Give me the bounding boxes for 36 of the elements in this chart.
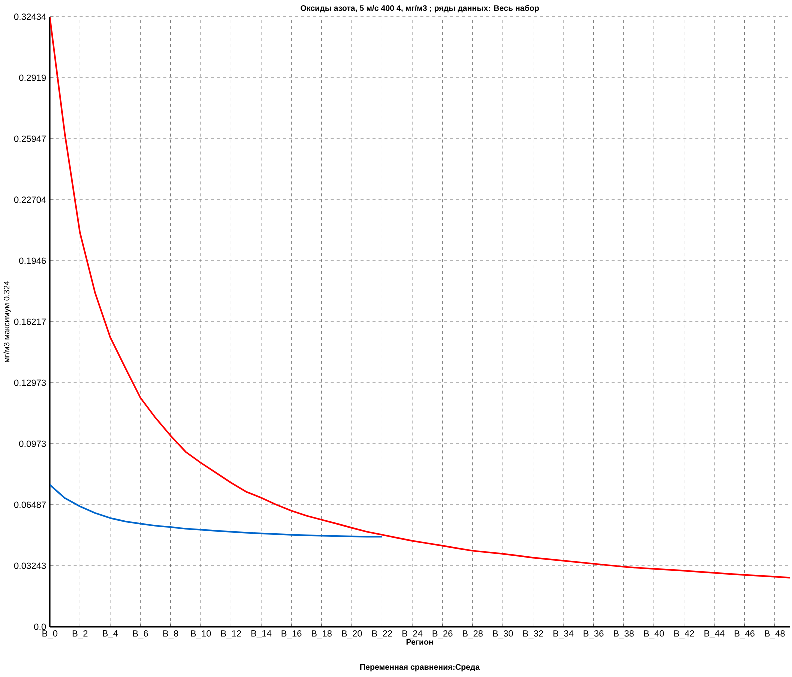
x-tick-label: B_28	[463, 630, 483, 639]
x-tick-label: B_26	[432, 630, 453, 639]
y-tick-label: 0.16217	[14, 318, 46, 326]
x-tick-label: B_14	[252, 630, 272, 638]
y-tick-label: 0.06487	[14, 502, 46, 508]
y-tick-label: 0.12973	[14, 380, 46, 386]
x-tick-label: B_36	[584, 630, 604, 639]
x-tick-label: B_32	[524, 630, 544, 639]
y-tick-label: 0.2919	[19, 74, 46, 82]
x-tick-label: B_2	[72, 630, 88, 639]
y-tick-label: 0.0973	[19, 440, 46, 448]
x-tick-label: B_12	[221, 630, 242, 639]
x-tick-label: B_44	[704, 630, 725, 638]
x-tick-label: B_30	[493, 630, 514, 639]
x-tick-label: B_40	[644, 630, 664, 639]
y-tick-label: 0.25947	[14, 136, 46, 142]
y-tick-label: 0.32434	[14, 14, 46, 20]
x-tick-label: B_6	[133, 630, 148, 639]
x-tick-label: B_34	[554, 630, 574, 639]
x-tick-label: B_4	[103, 630, 118, 638]
x-tick-label: B_38	[614, 630, 634, 639]
x-tick-label: B_42	[674, 630, 694, 639]
x-tick-label: B_46	[734, 630, 755, 639]
x-tick-label: B_24	[402, 630, 423, 639]
x-tick-label: B_0	[42, 630, 58, 639]
y-tick-label: 0.1946	[19, 258, 46, 264]
y-tick-label: 0.03243	[14, 562, 46, 570]
x-tick-label: B_10	[191, 630, 212, 639]
y-tick-label: 0.0	[34, 624, 46, 630]
x-tick-label: B_8	[164, 630, 178, 639]
x-tick-label: B_22	[372, 630, 392, 639]
x-tick-label: B_16	[282, 630, 302, 639]
y-tick-label: 0.22704	[14, 196, 46, 204]
x-tick-label: B_20	[342, 630, 362, 639]
x-tick-label: B_18	[312, 630, 332, 639]
x-tick-label: B_48	[765, 630, 785, 639]
